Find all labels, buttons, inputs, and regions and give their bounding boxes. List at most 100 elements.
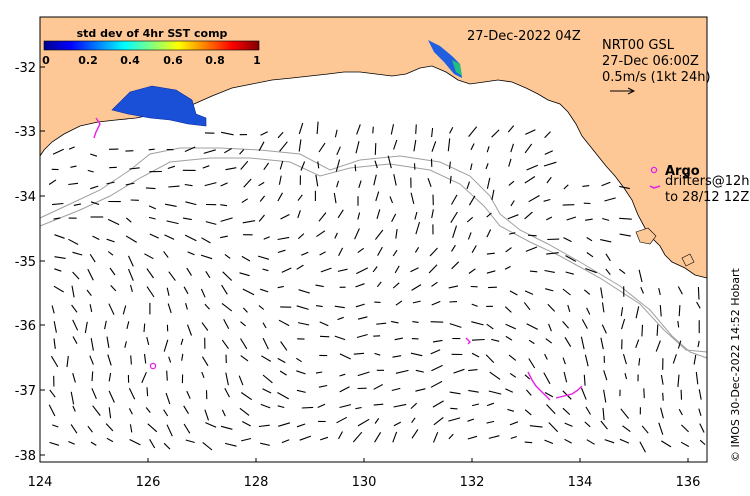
current-vector (298, 139, 302, 152)
current-vector (486, 229, 492, 238)
current-vector (374, 432, 382, 443)
current-vector (509, 290, 518, 296)
current-vector (337, 209, 344, 219)
current-vector (394, 265, 400, 274)
current-vector (449, 127, 454, 134)
current-vector (471, 338, 485, 341)
current-vector (619, 217, 632, 220)
current-vector (280, 341, 288, 351)
current-vector (281, 267, 292, 273)
current-vector (300, 161, 306, 171)
current-vector (319, 335, 330, 338)
current-vector (357, 212, 361, 220)
product-time: 27-Dec 06:00Z (602, 54, 699, 69)
drifter-track (465, 337, 471, 345)
current-vector (338, 431, 343, 440)
current-vector (68, 182, 79, 186)
current-vector (373, 384, 383, 390)
current-vector (410, 352, 423, 357)
current-vector (510, 435, 517, 440)
current-vector (527, 234, 537, 237)
current-vector (220, 204, 228, 207)
current-vector (394, 337, 404, 341)
current-vector (143, 323, 146, 333)
current-vector (339, 404, 352, 409)
current-vector (656, 324, 659, 336)
current-vector (486, 323, 494, 330)
current-vector (84, 321, 88, 334)
current-vector (655, 340, 661, 352)
current-vector (186, 267, 192, 276)
current-vector (564, 438, 572, 444)
scale-label: 0.5m/s (1kt 24h) (602, 70, 711, 85)
current-vector (277, 249, 286, 254)
current-vector (372, 126, 374, 134)
colorbar-tick: 0.2 (78, 54, 98, 67)
current-vector (565, 255, 577, 262)
current-vector (54, 234, 65, 239)
current-vector (163, 409, 169, 417)
current-vector (201, 322, 209, 331)
current-vector (354, 164, 357, 172)
current-vector (108, 303, 115, 315)
current-vector (168, 271, 176, 281)
current-vector (698, 408, 702, 416)
current-vector (544, 131, 551, 139)
current-vector (353, 352, 365, 355)
current-vector (507, 408, 515, 412)
bathymetry-contour-shelf (39, 157, 708, 353)
current-vector (336, 146, 341, 156)
current-vector (337, 316, 344, 321)
current-vector (201, 371, 205, 378)
current-vector (412, 300, 421, 304)
current-vector (149, 439, 156, 449)
current-vector (660, 374, 664, 385)
current-vector (319, 321, 329, 327)
current-vector (395, 300, 403, 306)
current-vector (392, 249, 398, 257)
current-vector (601, 181, 611, 187)
current-vector (563, 237, 572, 243)
current-vector (258, 141, 265, 152)
current-vector (225, 167, 237, 171)
current-vector (387, 155, 392, 169)
current-vector (508, 180, 515, 186)
current-vector (372, 266, 378, 273)
current-vector (241, 437, 252, 442)
current-vector (107, 218, 120, 226)
current-vector (468, 126, 478, 137)
current-vector (528, 339, 535, 345)
current-vector (163, 339, 169, 352)
current-vector (337, 268, 348, 272)
current-vector (449, 175, 452, 184)
current-vector (184, 146, 196, 153)
drifter-legend-line2: to 28/12 12Z (665, 190, 749, 205)
current-vector (318, 142, 326, 153)
current-vector (296, 305, 309, 310)
current-vector (87, 425, 93, 433)
current-vector (603, 370, 608, 381)
current-vector (335, 159, 341, 172)
map-date: 27-Dec-2022 04Z (467, 29, 581, 44)
current-vector (411, 417, 416, 424)
current-vector (658, 287, 661, 296)
current-vector (129, 167, 140, 170)
drifter-track (555, 385, 583, 399)
current-vector (128, 387, 136, 400)
current-vector (524, 374, 531, 380)
current-vector (564, 422, 573, 427)
current-vector (450, 211, 458, 223)
current-vector (203, 149, 216, 154)
current-vector (524, 441, 533, 444)
current-vector (262, 374, 273, 384)
current-vector (320, 267, 332, 273)
y-tick-label: -37 (15, 384, 36, 399)
current-vector (258, 305, 265, 310)
current-vector (239, 272, 250, 277)
current-vector (53, 217, 61, 220)
current-vector (54, 268, 62, 272)
current-vector (352, 431, 363, 443)
current-vector (316, 305, 323, 308)
current-vector (605, 268, 611, 276)
current-vector (357, 371, 370, 377)
